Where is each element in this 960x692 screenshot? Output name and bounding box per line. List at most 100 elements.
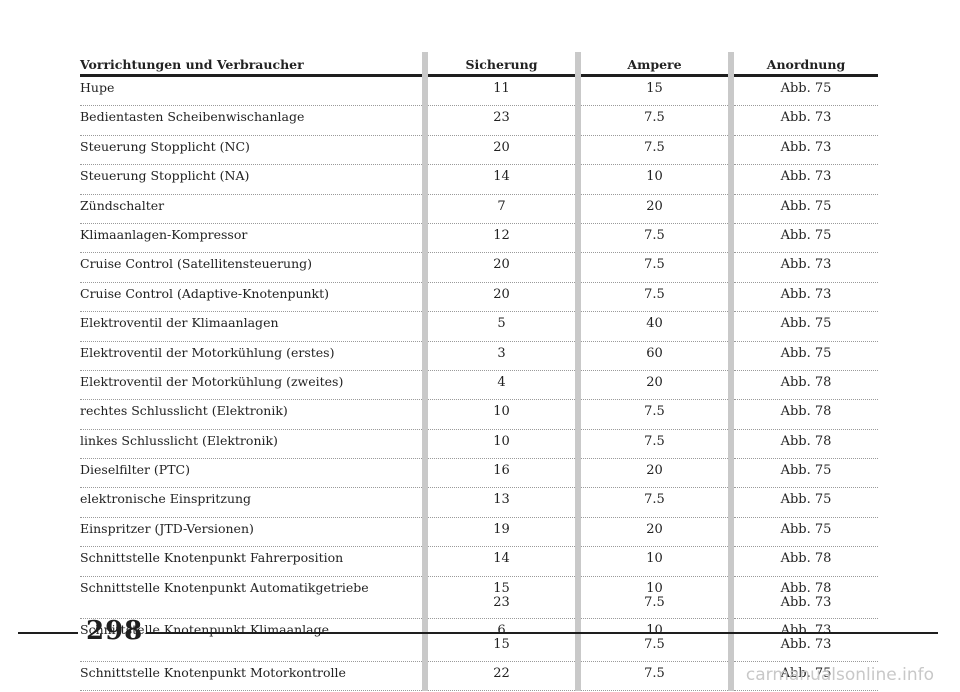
cell-ampere-value: 20 xyxy=(646,521,663,537)
cell-position: Abb. 73 xyxy=(728,282,878,313)
cell-device: linkes Schlusslicht (Elektronik) xyxy=(80,429,425,460)
cell-ampere-value: 20 xyxy=(646,374,663,390)
cell-position-value: Abb. 75 xyxy=(780,81,832,96)
cell-ampere: 7.5 xyxy=(575,487,731,518)
cell-ampere: 7.5 xyxy=(575,223,731,254)
cell-ampere: 7.5 xyxy=(575,282,731,313)
cell-ampere-value: 20 xyxy=(646,463,663,479)
table-row: Hupe 11 15 Abb. 75 xyxy=(80,75,878,107)
cell-device: Einspritzer (JTD-Versionen) xyxy=(80,517,425,548)
cell-device: Cruise Control (Satellitensteuerung) xyxy=(80,252,425,283)
cell-device: Schnittstelle Knotenpunkt Motorkontrolle xyxy=(80,661,425,692)
cell-device: Steuerung Stopplicht (NC) xyxy=(80,135,425,166)
cell-position-value: Abb. 73 xyxy=(780,286,832,302)
cell-fuse-value: 15 xyxy=(493,637,510,653)
cell-fuse-value: 10 xyxy=(493,433,510,449)
cell-fuse: 20 xyxy=(422,135,578,166)
cell-position-value: Abb. 73 xyxy=(780,257,832,273)
cell-position: Abb. 78 xyxy=(728,546,878,577)
table-row: Elektroventil der Motorkühlung (zweites)… xyxy=(80,370,878,401)
cell-ampere-value: 7.5 xyxy=(644,110,665,126)
cell-position-value: Abb. 73 xyxy=(780,594,832,610)
cell-position-value: Abb. 78 xyxy=(780,551,832,567)
cell-ampere-value: 7.5 xyxy=(644,139,665,155)
cell-position: Abb. 75 xyxy=(728,661,878,692)
cell-ampere-value: 15 xyxy=(646,81,663,96)
cell-device: Elektroventil der Motorkühlung (zweites) xyxy=(80,370,425,401)
cell-fuse: 10 xyxy=(422,399,578,430)
cell-position: Abb. 78 xyxy=(728,370,878,401)
cell-ampere: 7.5 xyxy=(575,135,731,166)
cell-device: Hupe xyxy=(80,75,425,107)
table-row: Cruise Control (Satellitensteuerung) 20 7.… xyxy=(80,252,878,283)
cell-fuse-value: 16 xyxy=(493,463,510,479)
cell-fuse: 12 xyxy=(422,223,578,254)
header-device: Vorrichtungen und Verbraucher xyxy=(80,52,425,77)
cell-fuse: 7 xyxy=(422,194,578,224)
cell-ampere-value: 60 xyxy=(646,345,663,361)
cell-fuse-value: 10 xyxy=(493,404,510,420)
header-ampere: Ampere xyxy=(575,52,731,77)
cell-ampere: 7.5 xyxy=(575,105,731,136)
table-row: Klimaanlagen-Kompressor 12 7.5 Abb. 75 xyxy=(80,223,878,254)
table-row: elektronische Einspritzung 13 7.5 Abb. 75 xyxy=(80,487,878,518)
watermark: carmanualsonline.info xyxy=(745,665,934,685)
cell-device: Dieselfilter (PTC) xyxy=(80,458,425,489)
cell-ampere-value: 10 xyxy=(646,580,663,596)
table-row: Steuerung Stopplicht (NA) 14 10 Abb. 73 xyxy=(80,164,878,195)
cell-device: Elektroventil der Motorkühlung (erstes) xyxy=(80,341,425,371)
cell-fuse-value: 22 xyxy=(493,665,510,681)
cell-position-value: Abb. 75 xyxy=(780,198,832,214)
cell-fuse: 22 xyxy=(422,661,578,692)
cell-ampere: 7.5 xyxy=(575,399,731,430)
cell-fuse-value: 14 xyxy=(493,169,510,185)
cell-ampere: 10 7.5 xyxy=(575,576,731,620)
cell-fuse: 6 15 xyxy=(422,618,578,662)
cell-fuse: 14 xyxy=(422,164,578,195)
cell-fuse-value: 14 xyxy=(493,551,510,567)
cell-device: Zündschalter xyxy=(80,194,425,224)
cell-fuse: 5 xyxy=(422,311,578,342)
cell-position: Abb. 75 xyxy=(728,223,878,254)
fuse-table: Vorrichtungen und Verbraucher Sicherung … xyxy=(80,52,878,692)
table-row: linkes Schlusslicht (Elektronik) 10 7.5 Abb… xyxy=(80,429,878,460)
cell-ampere: 15 xyxy=(575,75,731,107)
cell-position: Abb. 73 Abb. 73 xyxy=(728,618,878,662)
table-row: Bedientasten Scheibenwischanlage 23 7.5 Abb… xyxy=(80,105,878,136)
footer-rule-right xyxy=(146,632,938,634)
table-row: Schnittstelle Knotenpunkt Automatikgetri… xyxy=(80,576,878,620)
cell-position-value: Abb. 73 xyxy=(780,637,832,653)
cell-position: Abb. 78 xyxy=(728,399,878,430)
cell-fuse: 23 xyxy=(422,105,578,136)
cell-ampere-value: 7.5 xyxy=(644,433,665,449)
cell-fuse: 19 xyxy=(422,517,578,548)
cell-fuse-value: 23 xyxy=(493,110,510,126)
table-header-row: Vorrichtungen und Verbraucher Sicherung … xyxy=(80,52,878,77)
cell-ampere: 20 xyxy=(575,517,731,548)
table-row: Schnittstelle Knotenpunkt Motorkontrolle… xyxy=(80,661,878,692)
table-row: Einspritzer (JTD-Versionen) 19 20 Abb. 75 xyxy=(80,517,878,548)
cell-ampere-value: 7.5 xyxy=(644,637,665,653)
cell-fuse-value: 3 xyxy=(497,345,506,361)
cell-fuse-value: 11 xyxy=(493,81,510,96)
header-position: Anordnung xyxy=(728,52,878,77)
cell-ampere-value: 20 xyxy=(646,198,663,214)
cell-fuse: 20 xyxy=(422,282,578,313)
cell-position-value: Abb. 78 xyxy=(780,580,832,596)
cell-ampere: 10 xyxy=(575,546,731,577)
cell-position: Abb. 75 xyxy=(728,517,878,548)
cell-position-value: Abb. 73 xyxy=(780,169,832,185)
cell-ampere: 20 xyxy=(575,370,731,401)
cell-ampere-value: 7.5 xyxy=(644,665,665,681)
cell-fuse-value: 7 xyxy=(497,198,506,214)
cell-fuse-value: 13 xyxy=(493,492,510,508)
cell-position-value: Abb. 75 xyxy=(780,492,832,508)
cell-device: rechtes Schlusslicht (Elektronik) xyxy=(80,399,425,430)
cell-fuse: 13 xyxy=(422,487,578,518)
cell-fuse: 10 xyxy=(422,429,578,460)
table-row: Cruise Control (Adaptive-Knotenpunkt) 20 7… xyxy=(80,282,878,313)
cell-fuse-value: 5 xyxy=(497,316,506,332)
cell-fuse-value: 6 xyxy=(497,623,506,639)
cell-position-value: Abb. 73 xyxy=(780,110,832,126)
cell-fuse: 4 xyxy=(422,370,578,401)
